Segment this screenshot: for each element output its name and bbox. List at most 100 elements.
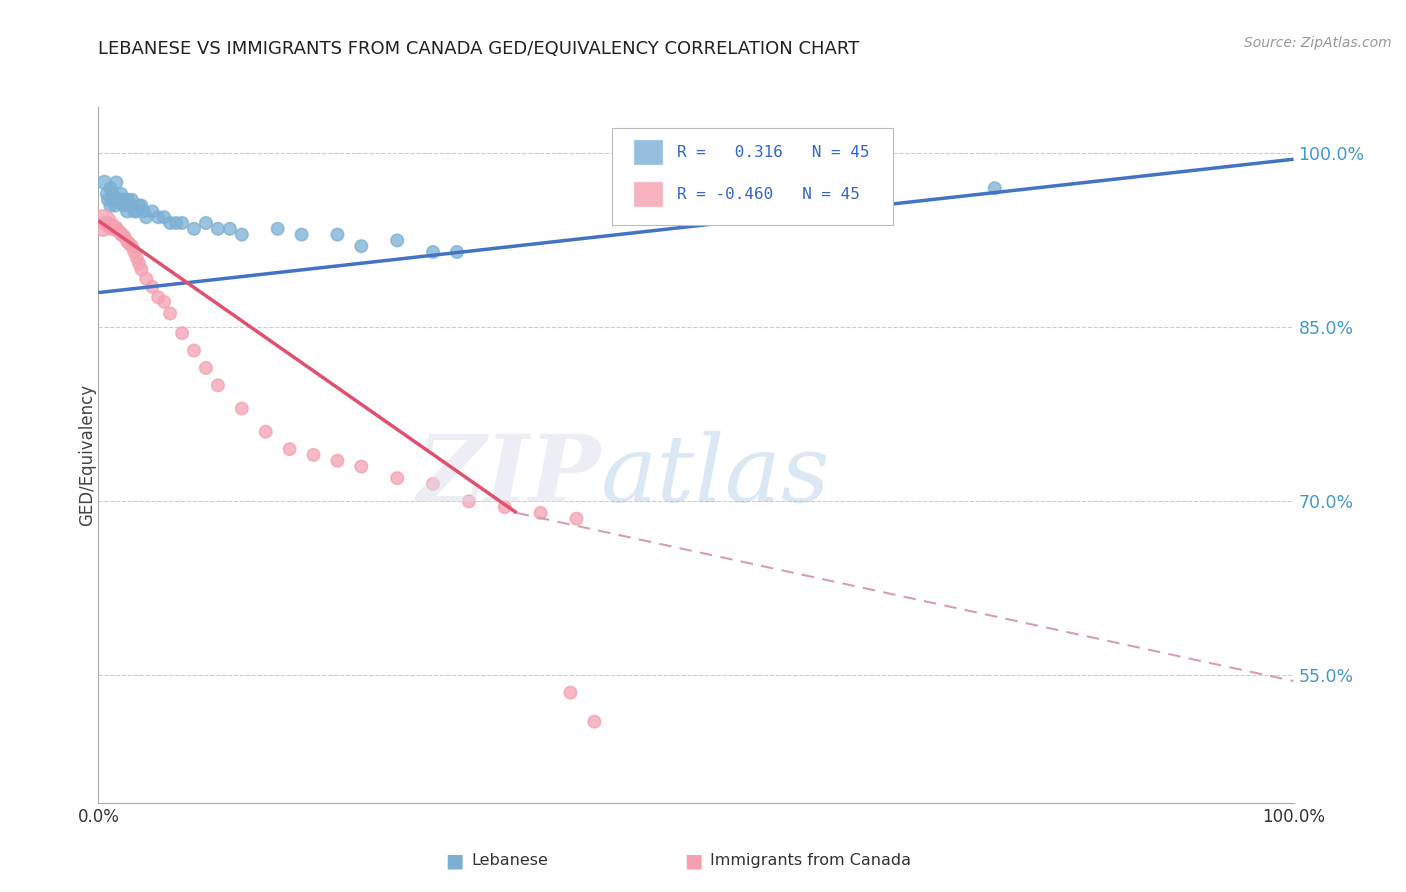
Point (458, 494, 481, 508)
Point (125, 251, 148, 265)
Point (183, 343, 205, 358)
Text: Source: ZipAtlas.com: Source: ZipAtlas.com (1244, 36, 1392, 50)
Point (114, 193, 136, 207)
Point (148, 290, 170, 304)
Point (165, 216, 187, 230)
Point (108, 225, 131, 239)
Point (91, 216, 114, 230)
Point (104, 199, 127, 213)
Point (583, 714, 606, 729)
Point (983, 181, 1005, 195)
Text: ■: ■ (685, 851, 703, 871)
Point (141, 204, 163, 219)
Point (422, 244, 444, 259)
Text: R = -0.460   N = 45: R = -0.460 N = 45 (676, 186, 859, 202)
Point (93, 175, 115, 190)
Point (94, 216, 117, 230)
Point (96, 219, 118, 233)
Point (194, 216, 217, 230)
Point (290, 227, 312, 242)
Point (111, 227, 134, 242)
Point (350, 459, 373, 474)
FancyBboxPatch shape (633, 181, 662, 207)
Point (104, 223, 127, 237)
Point (350, 239, 373, 253)
Point (326, 453, 349, 467)
FancyBboxPatch shape (633, 139, 662, 166)
Point (385, 233, 409, 247)
Point (107, 223, 129, 237)
Point (111, 193, 134, 207)
Point (110, 227, 132, 242)
Point (153, 294, 176, 309)
Point (560, 685, 582, 699)
Point (231, 401, 253, 416)
Point (183, 222, 205, 236)
Text: ZIP: ZIP (416, 431, 600, 521)
Point (105, 175, 128, 190)
Point (98, 219, 121, 233)
Point (103, 193, 125, 207)
Point (98, 181, 122, 195)
Point (278, 442, 301, 457)
Point (159, 306, 181, 320)
Point (385, 471, 409, 485)
Point (131, 199, 153, 213)
Point (98, 199, 122, 213)
Point (112, 199, 135, 213)
Point (254, 425, 277, 439)
Point (231, 227, 253, 242)
Point (124, 244, 146, 259)
Point (565, 511, 588, 525)
Point (121, 193, 143, 207)
Point (804, 187, 827, 202)
Point (207, 222, 229, 236)
Point (115, 235, 138, 249)
Text: atlas: atlas (600, 431, 830, 521)
Point (267, 222, 290, 236)
Point (118, 236, 141, 251)
Point (96, 187, 118, 202)
Point (97, 193, 120, 207)
Point (326, 227, 349, 242)
Point (101, 219, 124, 233)
Point (98, 220, 122, 235)
Point (194, 361, 217, 376)
Point (172, 216, 194, 230)
Point (110, 187, 132, 202)
Point (121, 239, 143, 253)
Point (153, 211, 176, 225)
Point (124, 204, 146, 219)
Point (494, 500, 516, 514)
Point (128, 257, 150, 271)
Point (125, 204, 148, 219)
Text: Immigrants from Canada: Immigrants from Canada (710, 854, 911, 868)
Point (135, 211, 157, 225)
Point (172, 326, 194, 341)
Point (302, 448, 325, 462)
Point (131, 262, 153, 277)
Point (101, 187, 124, 202)
Point (132, 204, 155, 219)
Point (107, 193, 129, 207)
Text: LEBANESE VS IMMIGRANTS FROM CANADA GED/EQUIVALENCY CORRELATION CHART: LEBANESE VS IMMIGRANTS FROM CANADA GED/E… (98, 40, 859, 58)
Point (117, 193, 139, 207)
Point (141, 280, 163, 294)
Point (114, 230, 136, 244)
Point (108, 193, 131, 207)
Point (529, 506, 551, 520)
Point (159, 216, 181, 230)
Point (115, 204, 138, 219)
FancyBboxPatch shape (612, 128, 893, 226)
Point (148, 211, 170, 225)
Point (128, 199, 150, 213)
Point (135, 271, 157, 285)
Point (97, 216, 120, 230)
Point (422, 476, 444, 491)
Point (219, 222, 242, 236)
Point (103, 222, 125, 236)
Y-axis label: GED/Equivalency: GED/Equivalency (79, 384, 96, 526)
Point (207, 378, 229, 392)
Point (118, 199, 141, 213)
Point (446, 244, 468, 259)
